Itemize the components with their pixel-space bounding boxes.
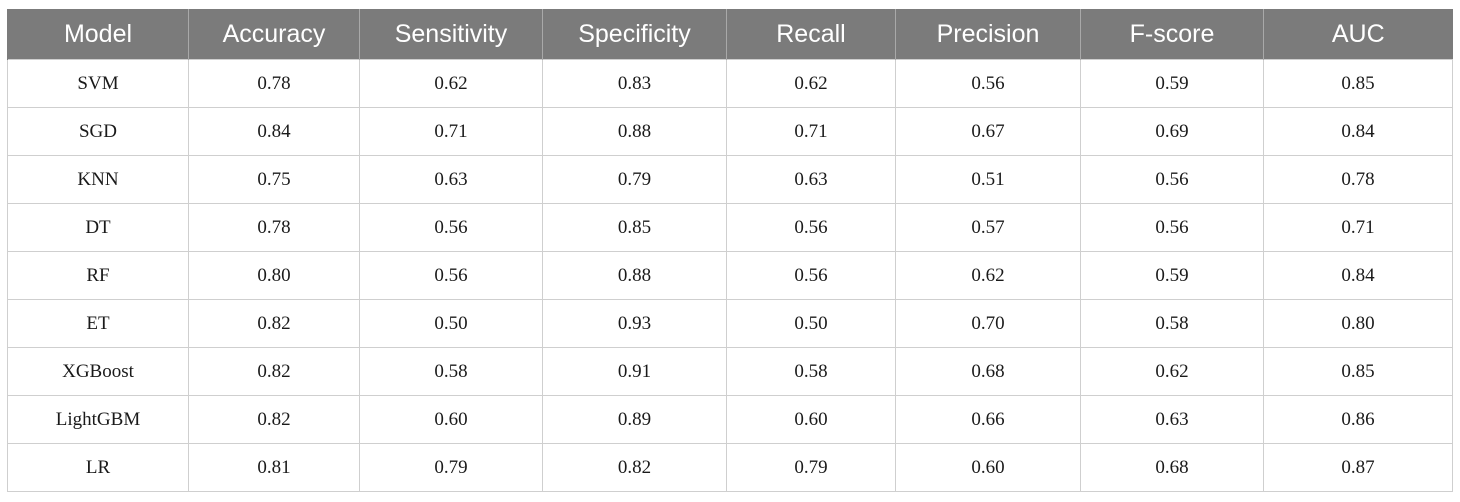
- cell-precision: 0.60: [895, 443, 1081, 492]
- cell-sensitivity: 0.60: [359, 395, 543, 444]
- cell-recall: 0.60: [726, 395, 896, 444]
- table-row: ET 0.82 0.50 0.93 0.50 0.70 0.58 0.80: [7, 299, 1453, 348]
- cell-sensitivity: 0.50: [359, 299, 543, 348]
- cell-accuracy: 0.82: [188, 299, 360, 348]
- header-sensitivity: Sensitivity: [359, 9, 543, 60]
- cell-auc: 0.78: [1263, 155, 1453, 204]
- cell-specificity: 0.88: [542, 251, 727, 300]
- header-model: Model: [7, 9, 189, 60]
- header-precision: Precision: [895, 9, 1081, 60]
- table-row: LightGBM 0.82 0.60 0.89 0.60 0.66 0.63 0…: [7, 395, 1453, 444]
- table-header: Model Accuracy Sensitivity Specificity R…: [7, 9, 1453, 60]
- cell-auc: 0.87: [1263, 443, 1453, 492]
- cell-auc: 0.84: [1263, 107, 1453, 156]
- cell-auc: 0.85: [1263, 347, 1453, 396]
- cell-f-score: 0.63: [1080, 395, 1264, 444]
- cell-model: SGD: [7, 107, 189, 156]
- cell-recall: 0.56: [726, 203, 896, 252]
- cell-f-score: 0.69: [1080, 107, 1264, 156]
- cell-precision: 0.67: [895, 107, 1081, 156]
- cell-accuracy: 0.78: [188, 203, 360, 252]
- header-accuracy: Accuracy: [188, 9, 360, 60]
- cell-accuracy: 0.80: [188, 251, 360, 300]
- cell-recall: 0.63: [726, 155, 896, 204]
- cell-precision: 0.68: [895, 347, 1081, 396]
- cell-auc: 0.80: [1263, 299, 1453, 348]
- cell-accuracy: 0.78: [188, 59, 360, 108]
- cell-sensitivity: 0.79: [359, 443, 543, 492]
- cell-specificity: 0.85: [542, 203, 727, 252]
- cell-sensitivity: 0.56: [359, 203, 543, 252]
- results-table-container: Model Accuracy Sensitivity Specificity R…: [7, 9, 1453, 492]
- cell-auc: 0.84: [1263, 251, 1453, 300]
- table-row: DT 0.78 0.56 0.85 0.56 0.57 0.56 0.71: [7, 203, 1453, 252]
- cell-specificity: 0.93: [542, 299, 727, 348]
- cell-model: LR: [7, 443, 189, 492]
- cell-specificity: 0.79: [542, 155, 727, 204]
- cell-f-score: 0.58: [1080, 299, 1264, 348]
- cell-auc: 0.71: [1263, 203, 1453, 252]
- cell-accuracy: 0.81: [188, 443, 360, 492]
- cell-recall: 0.50: [726, 299, 896, 348]
- cell-sensitivity: 0.71: [359, 107, 543, 156]
- cell-f-score: 0.56: [1080, 155, 1264, 204]
- header-recall: Recall: [726, 9, 896, 60]
- cell-specificity: 0.82: [542, 443, 727, 492]
- cell-f-score: 0.59: [1080, 59, 1264, 108]
- cell-precision: 0.56: [895, 59, 1081, 108]
- model-metrics-table: Model Accuracy Sensitivity Specificity R…: [7, 9, 1453, 492]
- header-f-score: F-score: [1080, 9, 1264, 60]
- header-auc: AUC: [1263, 9, 1453, 60]
- header-row: Model Accuracy Sensitivity Specificity R…: [7, 9, 1453, 60]
- cell-auc: 0.85: [1263, 59, 1453, 108]
- cell-recall: 0.56: [726, 251, 896, 300]
- cell-model: LightGBM: [7, 395, 189, 444]
- cell-f-score: 0.56: [1080, 203, 1264, 252]
- cell-recall: 0.58: [726, 347, 896, 396]
- cell-recall: 0.79: [726, 443, 896, 492]
- cell-model: RF: [7, 251, 189, 300]
- cell-sensitivity: 0.58: [359, 347, 543, 396]
- cell-precision: 0.62: [895, 251, 1081, 300]
- cell-specificity: 0.88: [542, 107, 727, 156]
- cell-precision: 0.57: [895, 203, 1081, 252]
- cell-specificity: 0.89: [542, 395, 727, 444]
- cell-sensitivity: 0.63: [359, 155, 543, 204]
- cell-accuracy: 0.82: [188, 347, 360, 396]
- cell-precision: 0.51: [895, 155, 1081, 204]
- cell-accuracy: 0.84: [188, 107, 360, 156]
- cell-f-score: 0.62: [1080, 347, 1264, 396]
- cell-f-score: 0.59: [1080, 251, 1264, 300]
- cell-precision: 0.70: [895, 299, 1081, 348]
- cell-specificity: 0.91: [542, 347, 727, 396]
- cell-model: SVM: [7, 59, 189, 108]
- cell-precision: 0.66: [895, 395, 1081, 444]
- cell-auc: 0.86: [1263, 395, 1453, 444]
- table-row: XGBoost 0.82 0.58 0.91 0.58 0.68 0.62 0.…: [7, 347, 1453, 396]
- cell-accuracy: 0.75: [188, 155, 360, 204]
- cell-sensitivity: 0.62: [359, 59, 543, 108]
- table-row: RF 0.80 0.56 0.88 0.56 0.62 0.59 0.84: [7, 251, 1453, 300]
- table-body: SVM 0.78 0.62 0.83 0.62 0.56 0.59 0.85 S…: [7, 59, 1453, 492]
- cell-model: ET: [7, 299, 189, 348]
- cell-recall: 0.71: [726, 107, 896, 156]
- header-specificity: Specificity: [542, 9, 727, 60]
- cell-sensitivity: 0.56: [359, 251, 543, 300]
- cell-recall: 0.62: [726, 59, 896, 108]
- cell-model: XGBoost: [7, 347, 189, 396]
- table-row: KNN 0.75 0.63 0.79 0.63 0.51 0.56 0.78: [7, 155, 1453, 204]
- cell-model: KNN: [7, 155, 189, 204]
- cell-specificity: 0.83: [542, 59, 727, 108]
- cell-accuracy: 0.82: [188, 395, 360, 444]
- table-row: LR 0.81 0.79 0.82 0.79 0.60 0.68 0.87: [7, 443, 1453, 492]
- cell-f-score: 0.68: [1080, 443, 1264, 492]
- cell-model: DT: [7, 203, 189, 252]
- table-row: SGD 0.84 0.71 0.88 0.71 0.67 0.69 0.84: [7, 107, 1453, 156]
- table-row: SVM 0.78 0.62 0.83 0.62 0.56 0.59 0.85: [7, 59, 1453, 108]
